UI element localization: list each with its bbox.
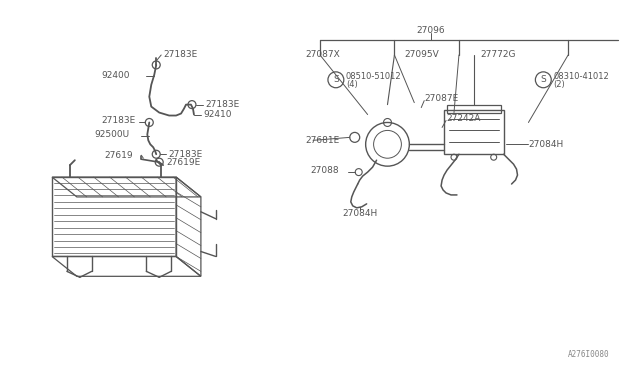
Text: 27096: 27096 [417, 26, 445, 35]
Bar [447, 105, 500, 113]
Text: 27619: 27619 [104, 151, 133, 160]
Text: (4): (4) [346, 80, 358, 89]
Text: S: S [333, 75, 339, 84]
Text: 27084H: 27084H [529, 140, 564, 149]
Text: 27183E: 27183E [205, 100, 239, 109]
Text: 27087X: 27087X [305, 51, 340, 60]
Text: 27084H: 27084H [342, 209, 378, 218]
Text: A276I0080: A276I0080 [568, 350, 610, 359]
Text: 27088: 27088 [310, 166, 339, 174]
Text: 27772G: 27772G [481, 51, 516, 60]
Text: 27183E: 27183E [168, 150, 202, 159]
Text: 27087E: 27087E [424, 94, 458, 103]
Bar [444, 110, 504, 154]
Text: 27242A: 27242A [446, 114, 481, 123]
Text: 27681E: 27681E [305, 136, 339, 145]
Text: 27095V: 27095V [404, 51, 439, 60]
Text: 08310-41012: 08310-41012 [553, 72, 609, 81]
Text: 27183E: 27183E [102, 116, 136, 125]
Text: 08510-51012: 08510-51012 [346, 72, 401, 81]
Text: 92410: 92410 [203, 110, 232, 119]
Text: 27183E: 27183E [163, 51, 197, 60]
Text: 27619E: 27619E [166, 158, 200, 167]
Text: 92500U: 92500U [95, 130, 130, 139]
Text: S: S [540, 75, 546, 84]
Text: (2): (2) [553, 80, 565, 89]
Text: 92400: 92400 [102, 71, 130, 80]
